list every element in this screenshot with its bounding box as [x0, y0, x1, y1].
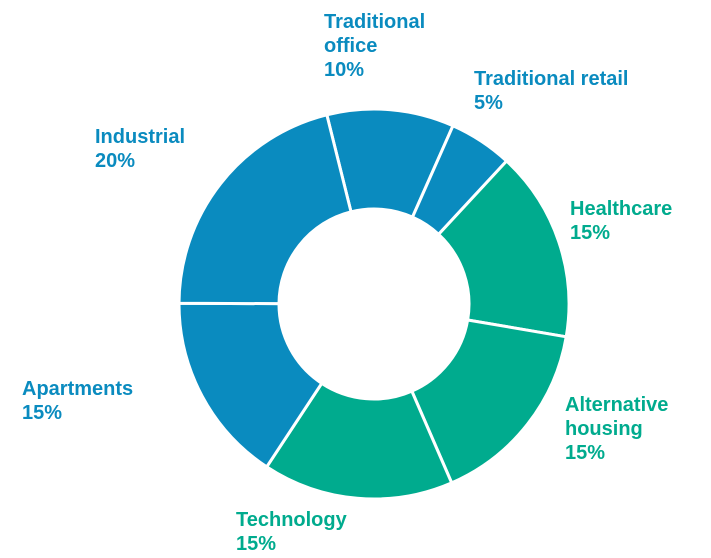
- category-name: Apartments: [22, 378, 134, 400]
- category-name: Healthcare: [570, 198, 673, 220]
- donut-segment: [177, 301, 324, 469]
- category-name: Traditional retail: [474, 68, 629, 90]
- segment-label: Industrial 20%: [95, 125, 255, 173]
- segment-label: Alternative housing 15%: [565, 393, 705, 465]
- value-label: 15%: [22, 402, 63, 424]
- donut-segment: [177, 112, 353, 306]
- value-label: 15%: [236, 533, 277, 555]
- value-label: 5%: [474, 92, 503, 114]
- category-name: Technology: [236, 509, 347, 531]
- donut-segment: [264, 381, 454, 501]
- value-label: 15%: [565, 442, 606, 464]
- donut-segment: [409, 318, 568, 485]
- category-name: Industrial: [95, 126, 186, 148]
- value-label: 15%: [570, 222, 611, 244]
- segment-label: Traditional office 10%: [324, 10, 474, 82]
- segment-label: Traditional retail 5%: [474, 67, 704, 115]
- segment-label: Technology 15%: [236, 508, 436, 556]
- segment-label: Healthcare 15%: [570, 197, 710, 245]
- value-label: 20%: [95, 150, 136, 172]
- value-label: 10%: [324, 59, 365, 81]
- donut-segment: [436, 158, 571, 339]
- category-name: Traditional office: [324, 11, 426, 57]
- category-name: Alternative housing: [565, 394, 669, 440]
- segment-label: Apartments 15%: [22, 377, 202, 425]
